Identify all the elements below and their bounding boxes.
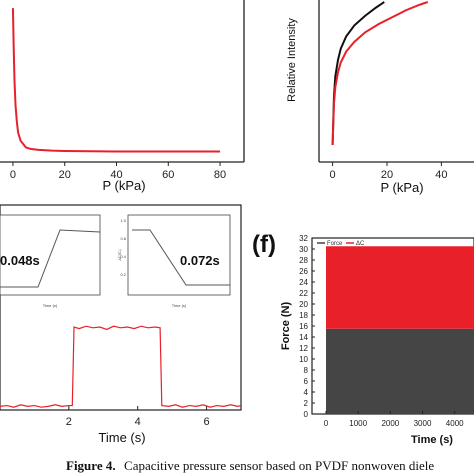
inset-x-axis-title: Time (s) <box>172 303 187 308</box>
y-axis-title: Relative Intensity <box>286 18 298 102</box>
inset-rise-plot: Time (s) 0.048s <box>0 214 101 308</box>
relative-intensity-panel: 0 20 40 Relative Intensity P (kPa) <box>286 0 474 195</box>
series-band--c <box>326 246 474 329</box>
x-tick-label: 80 <box>214 169 226 181</box>
x-tick-label: 1000 <box>349 419 367 428</box>
x-axis-title: Time (s) <box>411 434 453 446</box>
x-tick-label: 40 <box>110 169 122 181</box>
x-ticks: 0 1000 2000 3000 4000 <box>324 411 464 428</box>
inset-y-ticks: 1.0 0.8 0.4 0.2 <box>120 218 126 277</box>
plot-frame <box>0 204 242 411</box>
y-tick-label: 26 <box>299 267 308 276</box>
y-tick-label: 12 <box>299 344 308 353</box>
x-tick-label: 0 <box>330 169 336 181</box>
series-curve-red <box>331 1 429 146</box>
x-ticks: 0 20 40 <box>330 162 447 181</box>
inset-frame <box>127 214 231 296</box>
y-tick-label: 2 <box>304 399 309 408</box>
inset-fall-plot: 1.0 0.8 0.4 0.2 ΔC/C₀ Time (s) 0.072s <box>117 214 231 308</box>
series-band-force <box>326 328 474 414</box>
inset-tick-label: 1.0 <box>120 218 126 223</box>
inset-curve <box>0 229 101 288</box>
caption-text: Capacitive pressure sensor based on PVDF… <box>124 458 434 473</box>
caption-label: Figure 4. <box>66 458 116 473</box>
series-curve <box>11 8 221 153</box>
x-tick-label: 4 <box>135 416 141 428</box>
inset-tick-label: 0.8 <box>120 236 126 241</box>
y-tick-label: 32 <box>299 234 308 243</box>
x-tick-label: 2 <box>66 416 72 428</box>
y-tick-label: 4 <box>304 388 309 397</box>
x-tick-label: 6 <box>204 416 210 428</box>
series-bands <box>326 246 474 414</box>
series-curve <box>0 325 242 408</box>
x-ticks: 2 4 6 <box>66 406 210 428</box>
x-axis-title: P (kPa) <box>102 178 145 193</box>
y-tick-label: 28 <box>299 256 308 265</box>
x-tick-label: 40 <box>435 169 447 181</box>
legend: Force ΔC <box>317 241 365 247</box>
x-tick-label: 20 <box>59 169 71 181</box>
x-ticks: 0 20 40 60 80 <box>10 162 226 181</box>
panel-letter: (f) <box>252 231 276 258</box>
fall-time-annotation: 0.072s <box>180 253 220 268</box>
y-tick-label: 6 <box>304 377 309 386</box>
x-tick-label: 60 <box>162 169 174 181</box>
y-tick-label: 8 <box>304 366 309 375</box>
x-tick-label: 0 <box>10 169 16 181</box>
response-time-panel: 2 4 6 Time (s) Time (s) 0.048s 1.0 0.8 0.4 <box>0 204 242 445</box>
y-tick-label: 24 <box>299 278 308 287</box>
y-axis-title: Force (N) <box>280 302 292 351</box>
legend-label-dc: ΔC <box>356 241 365 247</box>
x-tick-label: 0 <box>324 419 329 428</box>
y-tick-label: 10 <box>299 355 308 364</box>
y-tick-label: 0 <box>304 410 309 419</box>
y-tick-label: 14 <box>299 333 308 342</box>
legend-label-force: Force <box>327 241 343 247</box>
inset-tick-label: 0.4 <box>120 254 126 259</box>
y-tick-label: 16 <box>299 322 308 331</box>
inset-y-axis-title: ΔC/C₀ <box>117 249 122 261</box>
series-curve-black <box>331 1 385 146</box>
rise-time-annotation: 0.048s <box>0 253 40 268</box>
figure-caption: Figure 4. Capacitive pressure sensor bas… <box>66 457 434 474</box>
y-tick-label: 30 <box>299 245 308 254</box>
x-axis-title: P (kPa) <box>380 180 423 195</box>
y-tick-label: 20 <box>299 300 308 309</box>
y-tick-label: 18 <box>299 311 308 320</box>
x-axis-title: Time (s) <box>98 430 145 445</box>
inset-x-axis-title: Time (s) <box>43 303 58 308</box>
pressure-response-panel: 0 20 40 60 80 P (kPa) <box>0 0 245 193</box>
y-tick-label: 22 <box>299 289 308 298</box>
inset-tick-label: 0.2 <box>120 272 126 277</box>
x-tick-label: 3000 <box>414 419 432 428</box>
x-tick-label: 4000 <box>446 419 464 428</box>
inset-curve <box>132 229 230 286</box>
caption-line: Figure 4. Capacitive pressure sensor bas… <box>66 457 434 474</box>
x-tick-label: 20 <box>381 169 393 181</box>
x-tick-label: 2000 <box>381 419 399 428</box>
